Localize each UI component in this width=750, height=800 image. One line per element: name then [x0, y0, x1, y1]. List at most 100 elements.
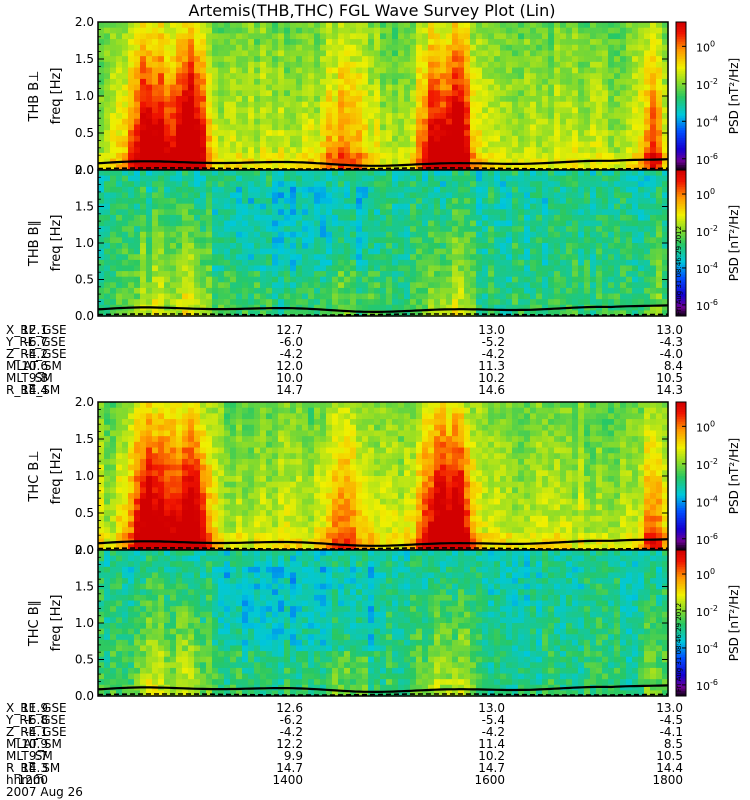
spectrogram-cell	[242, 299, 249, 306]
spectrogram-cell	[260, 113, 267, 120]
spectrogram-cell	[134, 198, 141, 205]
spectrogram-cell	[446, 282, 453, 289]
spectrogram-cell	[380, 44, 387, 52]
spectrogram-cell	[662, 293, 669, 300]
spectrogram-cell	[662, 84, 669, 91]
spectrogram-cell	[464, 209, 471, 216]
spectrogram-cell	[206, 90, 213, 97]
spectrogram-cell	[554, 147, 561, 154]
spectrogram-cell	[140, 192, 147, 199]
spectrogram-cell	[278, 209, 285, 216]
spectrogram-cell	[542, 231, 549, 238]
spectrogram-cell	[254, 175, 261, 182]
spectrogram-cell	[554, 248, 561, 255]
spectrogram-cell	[248, 175, 255, 182]
spectrogram-cell	[626, 181, 633, 188]
spectrogram-cell	[218, 287, 225, 295]
spectrogram-cell	[638, 265, 645, 272]
spectrogram-cell	[170, 198, 177, 205]
spectrogram-cell	[632, 220, 639, 227]
spectrogram-cell	[638, 101, 645, 108]
spectrogram-cell	[212, 44, 219, 52]
spectrogram-cell	[272, 231, 279, 238]
spectrogram-cell	[260, 293, 267, 300]
spectrogram-cell	[518, 152, 525, 160]
spectrogram-cell	[272, 271, 279, 278]
spectrogram-cell	[410, 158, 417, 165]
spectrogram-cell	[632, 107, 639, 114]
spectrogram-cell	[122, 203, 129, 210]
spectrogram-cell	[170, 73, 177, 80]
spectrogram-cell	[422, 175, 429, 182]
spectrogram-cell	[626, 164, 633, 171]
spectrogram-cell	[422, 259, 429, 267]
spectrogram-cell	[656, 198, 663, 205]
spectrogram-cell	[272, 147, 279, 154]
spectrogram-cell	[368, 299, 375, 306]
spectrogram-cell	[326, 175, 333, 182]
spectrogram-cell	[608, 237, 615, 244]
spectrogram-cell	[506, 304, 513, 311]
spectrogram-cell	[284, 271, 291, 278]
spectrogram-cell	[584, 141, 591, 148]
spectrogram-cell	[206, 265, 213, 272]
spectrogram-cell	[302, 113, 309, 120]
spectrogram-cell	[206, 287, 213, 295]
spectrogram-cell	[224, 158, 231, 165]
spectrogram-cell	[212, 254, 219, 261]
spectrogram-cell	[440, 107, 447, 114]
spectrogram-cell	[458, 181, 465, 188]
spectrogram-cell	[152, 220, 159, 227]
spectrogram-cell	[104, 186, 111, 194]
spectrogram-cell	[194, 101, 201, 108]
spectrogram-cell	[110, 152, 117, 160]
spectrogram-cell	[374, 310, 381, 317]
spectrogram-cell	[128, 259, 135, 267]
spectrogram-cell	[362, 186, 369, 194]
spectrogram-cell	[518, 265, 525, 272]
spectrogram-cell	[326, 135, 333, 143]
spectrogram-cell	[140, 78, 147, 86]
spectrogram-cell	[176, 254, 183, 261]
spectrogram-cell	[644, 158, 651, 165]
spectrogram-cell	[116, 175, 123, 182]
spectrogram-cell	[386, 254, 393, 261]
spectrogram-cell	[620, 304, 627, 311]
spectrogram-cell	[548, 310, 555, 317]
spectrogram-cell	[548, 22, 555, 29]
spectrogram-cell	[386, 152, 393, 160]
spectrogram-cell	[632, 164, 639, 171]
spectrogram-cell	[194, 209, 201, 216]
spectrogram-cell	[548, 107, 555, 114]
spectrogram-cell	[590, 44, 597, 52]
spectrogram-cell	[524, 310, 531, 317]
spectrogram-cell	[116, 254, 123, 261]
spectrogram-cell	[476, 67, 483, 74]
spectrogram-cell	[146, 141, 153, 148]
spectrogram-cell	[146, 107, 153, 114]
spectrogram-cell	[626, 50, 633, 57]
spectrogram-cell	[224, 27, 231, 34]
spectrogram-cell	[560, 152, 567, 160]
spectrogram-cell	[530, 226, 537, 233]
spectrogram-cell	[188, 186, 195, 194]
spectrogram-cell	[242, 254, 249, 261]
spectrogram-cell	[152, 287, 159, 295]
spectrogram-cell	[254, 118, 261, 126]
spectrogram-cell	[524, 164, 531, 171]
spectrogram-cell	[542, 186, 549, 194]
spectrogram-cell	[398, 265, 405, 272]
spectrogram-cell	[308, 175, 315, 182]
spectrogram-cell	[398, 73, 405, 80]
spectrogram-cell	[602, 101, 609, 108]
spectrogram-cell	[326, 214, 333, 222]
spectrogram-cell	[650, 209, 657, 216]
spectrogram-cell	[644, 299, 651, 306]
spectrogram-cell	[470, 271, 477, 278]
spectrogram-cell	[362, 164, 369, 171]
spectrogram-cell	[272, 118, 279, 126]
spectrogram-cell	[542, 198, 549, 205]
spectrogram-cell	[236, 61, 243, 69]
spectrogram-cell	[512, 164, 519, 171]
spectrogram-cell	[572, 271, 579, 278]
